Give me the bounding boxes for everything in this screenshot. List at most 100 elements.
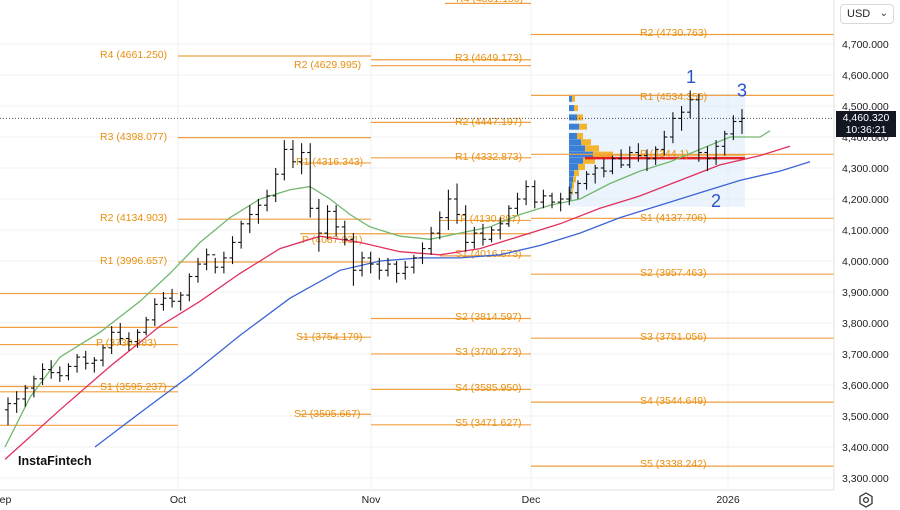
candle: [626, 146, 633, 168]
candle: [566, 186, 573, 206]
time-tick-label: 2026: [716, 494, 740, 506]
candle: [65, 363, 72, 381]
price-tick-label: 4,200.000: [842, 194, 889, 206]
candle: [462, 205, 469, 252]
pivot-label: R2 (4447.197): [455, 116, 522, 128]
candle: [410, 254, 417, 274]
candle: [160, 292, 167, 311]
pivot-label: S4 (3544.649): [640, 395, 707, 407]
candle: [194, 257, 201, 283]
pivot-label: R2 (4730.763): [640, 27, 707, 39]
price-tick-label: 4,300.000: [842, 163, 889, 175]
price-tick-label: 3,300.000: [842, 473, 889, 485]
settings-gear-icon[interactable]: [858, 492, 874, 508]
candle: [445, 189, 452, 230]
pivot-label: S3 (3700.273): [455, 346, 522, 358]
candles: [5, 90, 745, 426]
candle: [143, 316, 150, 336]
price-tick-label: 4,700.000: [842, 39, 889, 51]
candle: [739, 109, 745, 134]
time-tick-label: Nov: [362, 494, 381, 506]
ma-line-slow: [94, 161, 811, 448]
candle: [229, 236, 236, 265]
candle: [652, 146, 659, 165]
profile-bar: [569, 95, 572, 102]
candle: [600, 158, 607, 178]
pivot-label: R4 (4661.250): [100, 49, 167, 61]
price-axis[interactable]: 3,300.000 3,400.000 3,500.000 3,600.000 3,70…: [842, 39, 889, 485]
profile-bar: [569, 123, 579, 130]
profile-bar: [569, 105, 574, 112]
time-tick-label: Sep: [0, 494, 11, 506]
candle: [186, 273, 193, 302]
price-tick-label: 3,900.000: [842, 287, 889, 299]
candle: [393, 261, 400, 283]
currency-select[interactable]: USD ⌄: [840, 4, 894, 24]
candle: [212, 254, 219, 274]
profile-bar: [585, 145, 599, 152]
time-tick-label: Dec: [522, 494, 541, 506]
profile-bar: [572, 95, 575, 102]
candle: [721, 130, 728, 156]
candle: [574, 180, 581, 199]
candle: [255, 199, 262, 224]
pivot-label: R1 (4316.343): [296, 156, 363, 168]
candle: [134, 329, 141, 348]
wave-label: 1: [686, 67, 696, 87]
candle: [315, 199, 322, 252]
candle: [454, 183, 461, 224]
candle: [557, 192, 564, 212]
profile-bar: [569, 133, 577, 139]
candle: [479, 223, 486, 246]
pivot-levels: P (3730.483)S1 (3595.237)R4 (4661.250)R3…: [0, 0, 834, 470]
candle: [376, 257, 383, 280]
ma-line-fast: [4, 130, 771, 448]
time-axis[interactable]: Sep Oct Nov Dec 2026: [0, 494, 740, 506]
candle: [272, 168, 279, 203]
candle: [488, 226, 495, 243]
profile-bar: [569, 195, 571, 201]
candle: [324, 205, 331, 240]
candle: [307, 143, 314, 218]
candle: [402, 261, 409, 280]
candle: [428, 226, 435, 255]
profile-bar: [572, 182, 574, 189]
pivot-label: S5 (3338.242): [640, 458, 707, 470]
pivot-label: R3 (4398.077): [100, 131, 167, 143]
candle: [177, 292, 184, 311]
candle: [151, 298, 158, 327]
candle: [384, 257, 391, 277]
pivot-label: S1 (3595.237): [100, 381, 167, 393]
candle: [333, 205, 340, 237]
pivot-label: R1 (3996.657): [100, 255, 167, 267]
profile-bar: [569, 139, 581, 146]
candle: [91, 357, 98, 373]
price-tick-label: 3,500.000: [842, 411, 889, 423]
candle: [39, 363, 46, 385]
profile-bar: [571, 195, 572, 201]
profile-bar: [569, 170, 574, 177]
profile-bar: [574, 105, 578, 112]
candle: [13, 391, 20, 413]
candle: [713, 140, 720, 165]
pivot-label: S3 (3751.056): [640, 331, 707, 343]
candle: [341, 220, 348, 246]
pivot-label: R2 (4134.903): [100, 212, 167, 224]
chevron-down-icon: ⌄: [879, 8, 888, 19]
pivot-label: R1 (4534.356): [640, 91, 707, 103]
candle: [549, 192, 556, 209]
pivot-label: S2 (3505.667): [294, 408, 361, 420]
brand-logo: InstaFintech: [18, 454, 92, 468]
candle: [238, 220, 245, 249]
time-tick-label: Oct: [170, 494, 186, 506]
wave-label: 3: [737, 81, 747, 101]
candle: [540, 189, 547, 209]
price-tick-label: 3,800.000: [842, 318, 889, 330]
pivot-label: S1 (4016.573): [455, 248, 522, 260]
pivot-label: S2 (3814.597): [455, 311, 522, 323]
price-tick-label: 4,500.000: [842, 101, 889, 113]
price-tick-label: 3,600.000: [842, 380, 889, 392]
candle: [264, 189, 271, 212]
pivot-label: R3 (4649.173): [455, 52, 522, 64]
